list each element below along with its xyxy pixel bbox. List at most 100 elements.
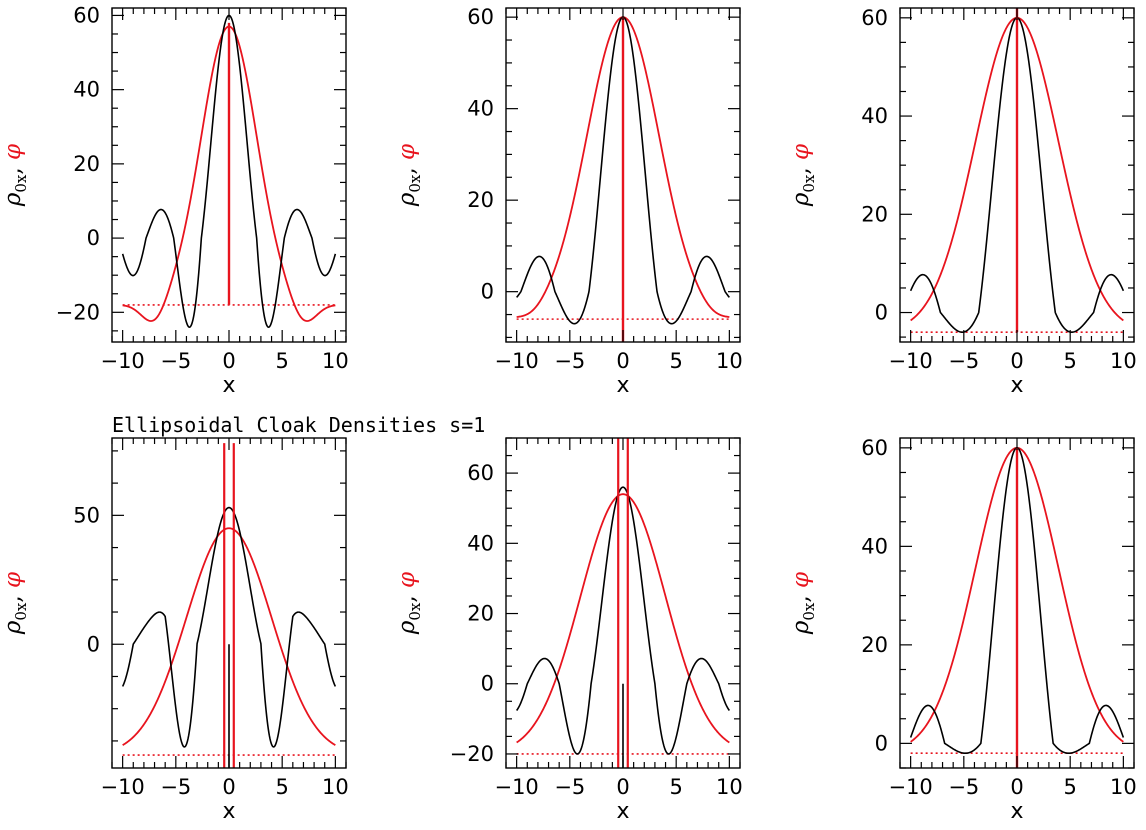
y-tick-label: 20 xyxy=(467,188,494,212)
y-tick-label: 40 xyxy=(467,97,494,121)
series-phi xyxy=(122,527,336,746)
x-axis-label: x xyxy=(222,799,235,824)
y-label-rho: ρ xyxy=(788,620,814,635)
y-label-sub: 0x xyxy=(406,174,424,193)
y-label-phi: φ xyxy=(788,143,814,160)
x-tick-label: −5 xyxy=(160,775,191,799)
y-tick-label: 20 xyxy=(861,633,888,657)
y-label-rho: ρ xyxy=(0,620,26,635)
y-tick-label: 20 xyxy=(467,602,494,626)
plot-area xyxy=(516,16,730,342)
y-axis-label: ρ0x, φ xyxy=(0,143,30,207)
x-tick-label: −10 xyxy=(494,349,538,373)
y-label-phi: φ xyxy=(394,571,420,588)
figure-title: Ellipsoidal Cloak Densities s=1 xyxy=(112,413,485,437)
y-tick-label: 0 xyxy=(875,301,888,325)
x-tick-label: 0 xyxy=(222,775,235,799)
y-label-sep: , xyxy=(0,160,26,175)
y-tick-label: 40 xyxy=(73,78,100,102)
y-tick-label: 0 xyxy=(875,731,888,755)
y-label-sub: 0x xyxy=(800,174,818,193)
plot-area xyxy=(909,446,1125,768)
y-tick-label: 60 xyxy=(73,3,100,27)
x-tick-label: 5 xyxy=(669,349,682,373)
x-tick-label: −10 xyxy=(494,775,538,799)
chart-panel-1: −10 −5 0 5 10 −20 0 20 40 60 x ρ0x, φ xyxy=(0,3,349,398)
y-tick-label: 60 xyxy=(467,5,494,29)
y-label-sub: 0x xyxy=(406,602,424,621)
x-tick-label: 0 xyxy=(616,349,629,373)
x-axis-label: x xyxy=(616,373,629,398)
y-tick-label: 20 xyxy=(861,202,888,226)
x-tick-label: 10 xyxy=(322,349,349,373)
x-tick-label: −10 xyxy=(100,349,144,373)
x-tick-label: −5 xyxy=(948,349,979,373)
y-label-phi: φ xyxy=(0,571,26,588)
y-axis-label: ρ0x, φ xyxy=(394,143,424,207)
x-tick-label: −5 xyxy=(554,349,585,373)
x-tick-label: 10 xyxy=(716,349,743,373)
plot-area xyxy=(121,443,337,768)
chart-panel-6: −10 −5 0 5 10 0 20 40 60 x ρ0x, φ xyxy=(788,436,1137,824)
x-tick-label: −5 xyxy=(160,349,191,373)
y-label-rho: ρ xyxy=(788,192,814,207)
y-axis-label: ρ0x, φ xyxy=(394,571,424,635)
y-tick-label: 40 xyxy=(467,531,494,555)
x-tick-label: 10 xyxy=(716,775,743,799)
y-label-phi: φ xyxy=(0,143,26,160)
x-tick-label: 0 xyxy=(222,349,235,373)
x-tick-label: −10 xyxy=(888,775,932,799)
y-axis-label: ρ0x, φ xyxy=(788,143,818,207)
x-tick-label: −5 xyxy=(948,775,979,799)
x-tick-label: 5 xyxy=(275,349,288,373)
x-tick-label: 10 xyxy=(1110,349,1137,373)
y-label-sep: , xyxy=(394,160,420,175)
y-label-sep: , xyxy=(394,588,420,603)
x-tick-label: 0 xyxy=(1010,349,1023,373)
y-label-phi: φ xyxy=(394,143,420,160)
y-tick-label: 0 xyxy=(481,672,494,696)
y-tick-label: 40 xyxy=(861,104,888,128)
x-axis-label: x xyxy=(222,373,235,398)
x-tick-label: 0 xyxy=(1010,775,1023,799)
x-tick-label: −10 xyxy=(100,775,144,799)
chart-panel-4: −10 −5 0 5 10 0 50 x ρ0x, φ xyxy=(0,437,349,824)
y-label-rho: ρ xyxy=(394,192,420,207)
y-tick-label: 0 xyxy=(87,632,100,656)
y-label-rho: ρ xyxy=(0,192,26,207)
x-tick-label: 5 xyxy=(275,775,288,799)
y-tick-label: 60 xyxy=(861,436,888,460)
x-tick-label: 0 xyxy=(616,775,629,799)
x-tick-label: 10 xyxy=(322,775,349,799)
chart-panel-5: −10 −5 0 5 10 −20 0 20 40 60 x ρ0x, φ xyxy=(394,437,743,824)
y-tick-label: −20 xyxy=(450,742,494,766)
y-tick-label: 0 xyxy=(481,280,494,304)
y-tick-label: 0 xyxy=(87,226,100,250)
x-axis-label: x xyxy=(616,799,629,824)
y-label-sep: , xyxy=(788,160,814,175)
y-label-rho: ρ xyxy=(394,620,420,635)
y-axis-label: ρ0x, φ xyxy=(0,571,30,635)
y-label-sub: 0x xyxy=(12,602,30,621)
y-label-phi: φ xyxy=(788,571,814,588)
y-tick-label: 60 xyxy=(467,461,494,485)
y-label-sep: , xyxy=(788,588,814,603)
y-tick-label: 60 xyxy=(861,6,888,30)
x-tick-label: 5 xyxy=(1063,775,1076,799)
x-axis-label: x xyxy=(1010,373,1023,398)
x-tick-label: −5 xyxy=(554,775,585,799)
plot-area xyxy=(909,8,1125,333)
chart-panel-2: −10 −5 0 5 10 0 20 40 60 x ρ0x, φ xyxy=(394,5,743,398)
chart-panel-3: −10 −5 0 5 10 0 20 40 60 x ρ0x, φ xyxy=(788,6,1137,398)
x-axis-label: x xyxy=(1010,799,1023,824)
x-tick-label: 5 xyxy=(669,775,682,799)
x-tick-label: −10 xyxy=(888,349,932,373)
series-rho xyxy=(121,506,337,748)
y-tick-label: 40 xyxy=(861,534,888,558)
y-label-sub: 0x xyxy=(800,602,818,621)
x-tick-label: 10 xyxy=(1110,775,1137,799)
y-axis-label: ρ0x, φ xyxy=(788,571,818,635)
y-label-sep: , xyxy=(0,588,26,603)
plot-area xyxy=(515,438,731,768)
